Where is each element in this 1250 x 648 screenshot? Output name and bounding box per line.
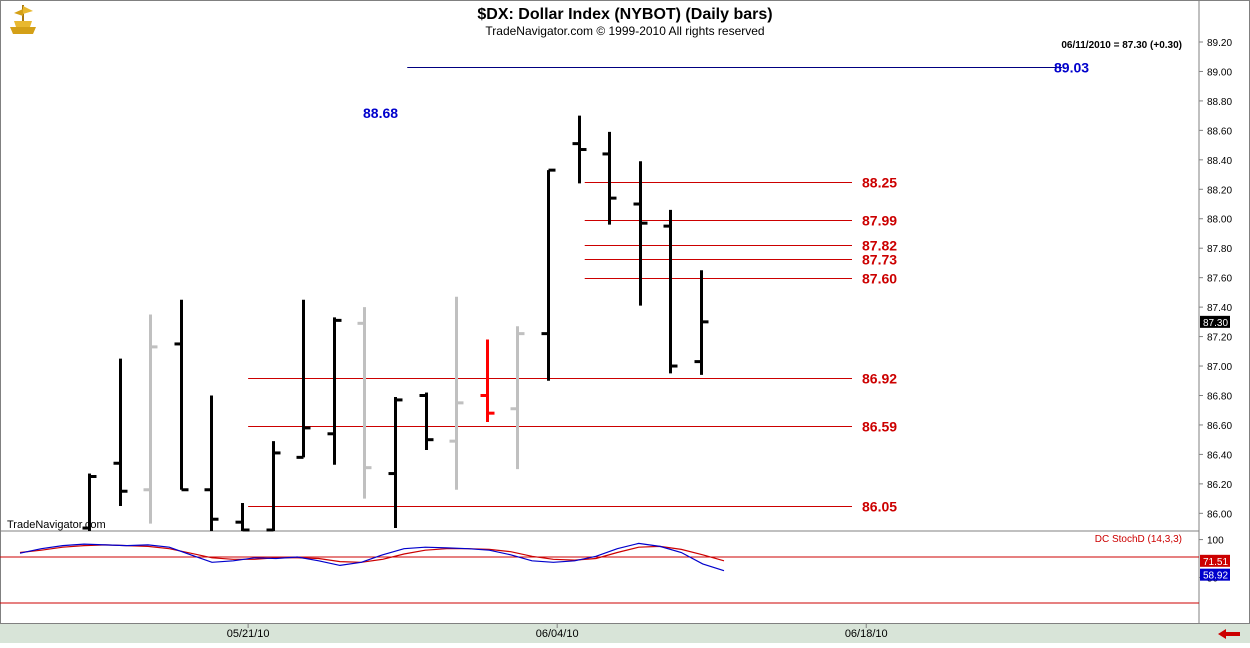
price-tick-label: 89.20 (1207, 38, 1232, 49)
ohlc-bar (204, 395, 219, 531)
ohlc-bar (480, 339, 495, 423)
level-label: 86.92 (862, 371, 897, 387)
level-label: 87.60 (862, 271, 897, 287)
price-tick-label: 87.20 (1207, 333, 1232, 344)
level-label: 86.05 (862, 499, 897, 515)
ohlc-bar (82, 473, 97, 531)
stoch-k-value: 58.92 (1203, 571, 1228, 582)
price-tick-label: 87.00 (1207, 362, 1232, 373)
level-label: 87.99 (862, 213, 897, 229)
stoch-d-value: 71.51 (1203, 557, 1228, 568)
price-tick-label: 88.20 (1207, 185, 1232, 196)
ohlc-bar (510, 326, 525, 470)
ohlc-bar (572, 115, 587, 184)
price-tick-label: 88.00 (1207, 215, 1232, 226)
price-tick-label: 86.20 (1207, 480, 1232, 491)
stoch-title: DC StochD (14,3,3) (1095, 534, 1182, 545)
stoch-k-marker (1200, 568, 1230, 581)
price-tick-label: 86.80 (1207, 391, 1232, 402)
time-axis: 05/21/10 06/04/10 06/18/10 (227, 624, 888, 640)
price-tick-label: 87.40 (1207, 303, 1232, 314)
watermark-text: TradeNavigator.com (7, 519, 106, 531)
chart-title: $DX: Dollar Index (NYBOT) (Daily bars) (477, 6, 772, 23)
price-tick-label: 86.00 (1207, 509, 1232, 520)
time-axis-bar (0, 624, 1250, 643)
ohlc-bar (388, 396, 403, 529)
ohlc-bar (694, 270, 709, 375)
level-label: 87.82 (862, 238, 897, 254)
time-tick-label: 06/18/10 (845, 628, 888, 640)
last-price-label: 87.30 (1203, 318, 1228, 329)
ohlc-bar (633, 161, 648, 306)
ohlc-bar (174, 299, 189, 492)
time-tick-label: 05/21/10 (227, 628, 270, 640)
ohlc-bar (449, 296, 464, 490)
ohlc-bar (419, 392, 434, 450)
tradenavigator-logo-icon (10, 5, 36, 34)
ohlc-bar (327, 317, 342, 465)
last-price-marker (1200, 315, 1230, 328)
ohlc-bar (143, 314, 158, 524)
price-tick-label: 89.00 (1207, 67, 1232, 78)
level-label: 88.25 (862, 175, 897, 191)
ohlc-bar (113, 358, 128, 506)
ohlc-bar (663, 209, 678, 374)
ohlc-bar (357, 307, 372, 499)
price-tick-label: 86.60 (1207, 421, 1232, 432)
level-label: 86.59 (862, 419, 897, 435)
time-tick-label: 06/04/10 (536, 628, 579, 640)
price-axis: 89.20 89.00 88.80 88.60 88.40 88.20 88.00 87.80… (1199, 38, 1232, 520)
stoch-d-marker (1200, 554, 1230, 567)
level-label: 87.73 (862, 252, 897, 268)
ohlc-bar (235, 503, 250, 532)
chart-subtitle: TradeNavigator.com © 1999-2010 All right… (485, 24, 764, 38)
level-label: 89.03 (1054, 60, 1089, 76)
ohlc-bar (266, 441, 281, 532)
stoch-d-line (19, 544, 725, 563)
ohlc-bar (541, 168, 556, 381)
price-tick-label: 87.80 (1207, 244, 1232, 255)
ohlc-bar (602, 131, 617, 225)
ohlc-bars (82, 115, 709, 532)
annotation-label: 88.68 (363, 105, 398, 121)
ohlc-bar (296, 299, 311, 459)
status-line: 06/11/2010 = 87.30 (+0.30) (1061, 40, 1182, 51)
price-tick-label: 88.40 (1207, 156, 1232, 167)
stoch-k-line (19, 542, 725, 572)
price-tick-label: 86.40 (1207, 450, 1232, 461)
price-tick-label: 88.60 (1207, 126, 1232, 137)
price-tick-label: 87.60 (1207, 274, 1232, 285)
price-tick-label: 88.80 (1207, 97, 1232, 108)
stoch-tick-label: 100 (1207, 536, 1224, 547)
scroll-left-arrow-icon[interactable] (1218, 629, 1240, 639)
